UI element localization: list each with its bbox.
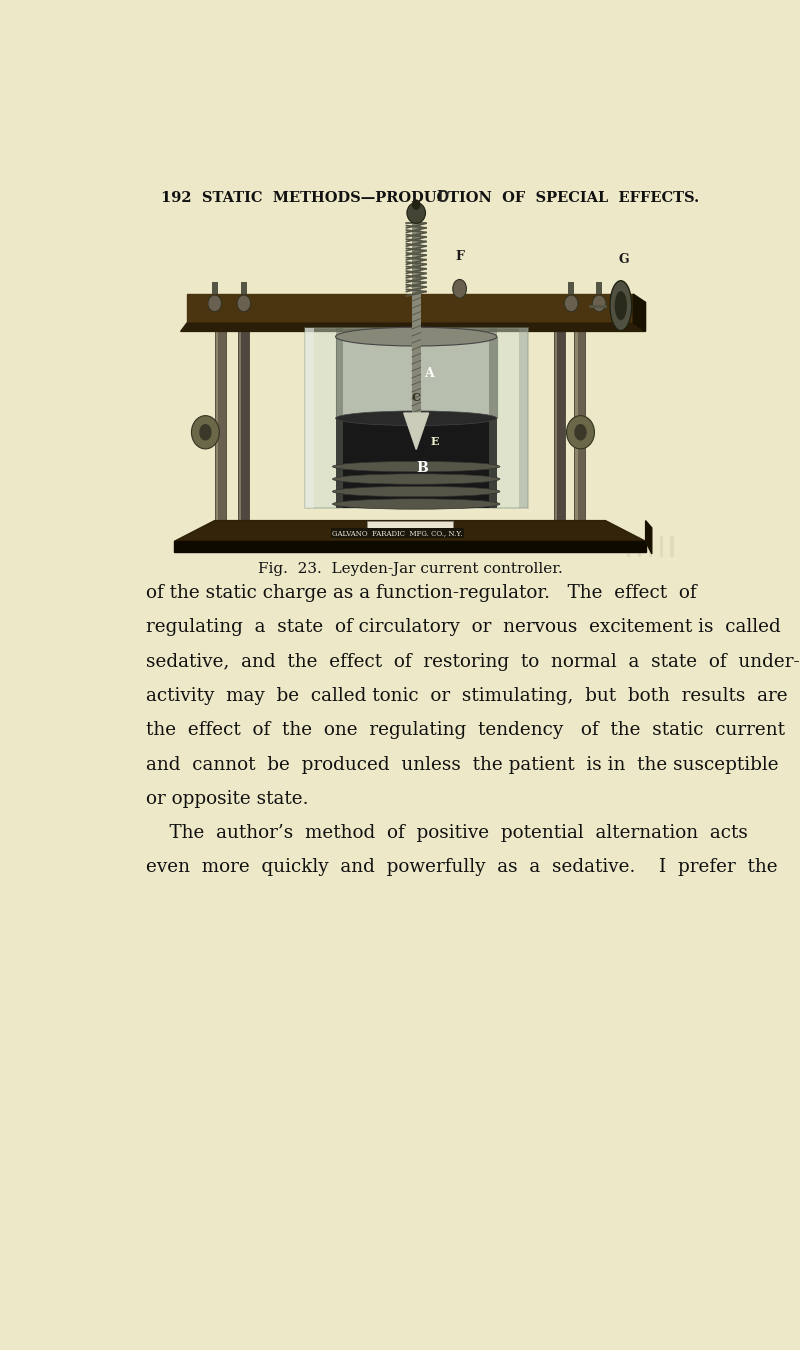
Ellipse shape (592, 296, 606, 312)
Ellipse shape (333, 486, 500, 497)
Bar (336, 328, 343, 508)
Ellipse shape (610, 281, 632, 331)
Bar (214, 323, 226, 521)
Text: of the static charge as a function-regulator.   The  effect  of: of the static charge as a function-regul… (146, 585, 697, 602)
Bar (366, 521, 454, 536)
Bar (670, 536, 674, 558)
Text: B: B (417, 460, 428, 475)
Ellipse shape (407, 202, 426, 223)
Bar (238, 323, 249, 521)
Bar (216, 323, 218, 521)
Text: or opposite state.: or opposite state. (146, 790, 309, 807)
Bar (305, 328, 314, 508)
Ellipse shape (199, 424, 211, 440)
Ellipse shape (333, 474, 500, 485)
Text: the  effect  of  the  one  regulating  tendency   of  the  static  current: the effect of the one regulating tendenc… (146, 721, 786, 740)
Ellipse shape (336, 327, 497, 346)
Polygon shape (174, 521, 646, 541)
Bar (659, 536, 662, 558)
Text: 192  STATIC  METHODS—PRODUCTION  OF  SPECIAL  EFFECTS.: 192 STATIC METHODS—PRODUCTION OF SPECIAL… (161, 192, 699, 205)
Text: sedative,  and  the  effect  of  restoring  to  normal  a  state  of  under-: sedative, and the effect of restoring to… (146, 652, 800, 671)
Bar (336, 336, 497, 418)
Text: E: E (430, 436, 439, 447)
Polygon shape (634, 294, 646, 332)
Text: GALVANO  FARADIC  MFG. CO., N.Y.: GALVANO FARADIC MFG. CO., N.Y. (332, 529, 463, 537)
Ellipse shape (453, 279, 466, 298)
Bar (305, 328, 528, 508)
Ellipse shape (336, 410, 497, 425)
Bar (638, 536, 641, 558)
Bar (554, 323, 565, 521)
Bar (575, 323, 578, 521)
Bar (490, 328, 497, 508)
Text: activity  may  be  called tonic  or  stimulating,  but  both  results  are: activity may be called tonic or stimulat… (146, 687, 788, 705)
Ellipse shape (564, 296, 578, 312)
Bar (627, 536, 630, 558)
Bar (555, 323, 557, 521)
Text: F: F (455, 250, 464, 263)
Bar (518, 328, 528, 508)
Bar (568, 282, 574, 294)
Bar (574, 323, 586, 521)
Bar (412, 224, 421, 433)
Polygon shape (646, 521, 652, 554)
Text: G: G (618, 254, 630, 266)
Bar (336, 418, 497, 508)
Polygon shape (181, 323, 646, 332)
Text: regulating  a  state  of circulatory  or  nervous  excitement is  called: regulating a state of circulatory or ner… (146, 618, 782, 636)
Bar (211, 282, 218, 294)
Bar (238, 323, 241, 521)
Text: C: C (412, 393, 421, 404)
Bar (649, 536, 652, 558)
Bar (596, 282, 602, 294)
Text: D: D (436, 190, 448, 204)
Ellipse shape (333, 498, 500, 509)
Ellipse shape (208, 296, 222, 312)
Ellipse shape (237, 296, 250, 312)
Text: The  author’s  method  of  positive  potential  alternation  acts: The author’s method of positive potentia… (146, 824, 748, 842)
Polygon shape (187, 294, 634, 323)
Polygon shape (174, 521, 646, 541)
Polygon shape (404, 413, 429, 450)
Text: Fig.  23.  Leyden-Jar current controller.: Fig. 23. Leyden-Jar current controller. (258, 562, 562, 576)
Text: even  more  quickly  and  powerfully  as  a  sedative.    I  prefer  the: even more quickly and powerfully as a se… (146, 859, 778, 876)
Bar (241, 282, 247, 294)
Ellipse shape (566, 416, 594, 450)
Ellipse shape (333, 462, 500, 471)
Ellipse shape (574, 424, 586, 440)
Ellipse shape (614, 292, 627, 320)
Ellipse shape (412, 200, 421, 209)
Text: A: A (424, 367, 434, 379)
Polygon shape (174, 541, 646, 552)
Ellipse shape (191, 416, 219, 450)
Text: and  cannot  be  produced  unless  the patient  is in  the susceptible: and cannot be produced unless the patien… (146, 756, 779, 774)
